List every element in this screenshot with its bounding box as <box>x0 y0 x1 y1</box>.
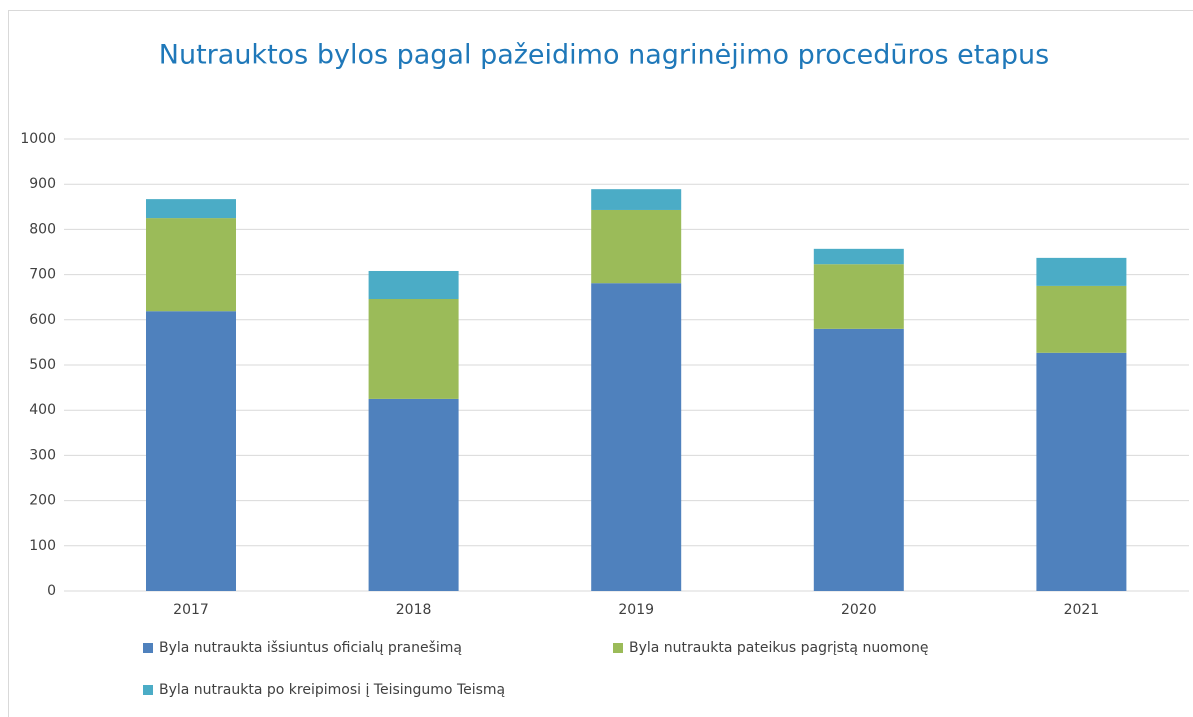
y-tick-label: 700 <box>29 267 56 283</box>
x-tick-label: 2019 <box>618 602 654 618</box>
bar-segment <box>813 264 904 329</box>
legend-swatch <box>143 643 153 653</box>
chart-border <box>8 10 1193 717</box>
bar-segment <box>813 328 904 591</box>
bar-segment <box>1036 352 1127 591</box>
chart-title: Nutrauktos bylos pagal pažeidimo nagrinė… <box>159 40 1049 71</box>
y-tick-label: 800 <box>29 221 56 237</box>
x-tick-label: 2018 <box>396 602 432 618</box>
legend-label: Byla nutraukta po kreipimosi į Teisingum… <box>159 682 505 698</box>
y-tick-label: 600 <box>29 312 56 328</box>
y-tick-label: 500 <box>29 357 56 373</box>
legend-swatch <box>143 685 153 695</box>
bar-segment <box>813 248 904 265</box>
y-tick-label: 400 <box>29 402 56 418</box>
y-tick-label: 200 <box>29 493 56 509</box>
bar-segment <box>368 270 459 300</box>
y-tick-label: 1000 <box>20 131 56 147</box>
x-tick-label: 2021 <box>1064 602 1100 618</box>
legend-label: Byla nutraukta pateikus pagrįstą nuomonę <box>629 640 928 656</box>
y-tick-label: 900 <box>29 176 56 192</box>
legend-swatch <box>613 643 623 653</box>
y-tick-label: 100 <box>29 538 56 554</box>
bar-segment <box>146 218 236 312</box>
x-tick-label: 2017 <box>173 602 209 618</box>
bar-segment <box>368 299 459 399</box>
bar-segment <box>591 209 682 284</box>
bar-segment <box>591 283 682 591</box>
bar-segment <box>146 199 236 219</box>
legend-label: Byla nutraukta išsiuntus oficialų praneš… <box>159 640 462 656</box>
bar-segment <box>368 398 459 591</box>
bar-segment <box>1036 257 1127 286</box>
bar-segment <box>146 311 236 591</box>
y-tick-label: 0 <box>47 583 56 599</box>
x-tick-label: 2020 <box>841 602 877 618</box>
bar-segment <box>1036 285 1127 353</box>
y-tick-label: 300 <box>29 447 56 463</box>
bar-segment <box>591 189 682 210</box>
